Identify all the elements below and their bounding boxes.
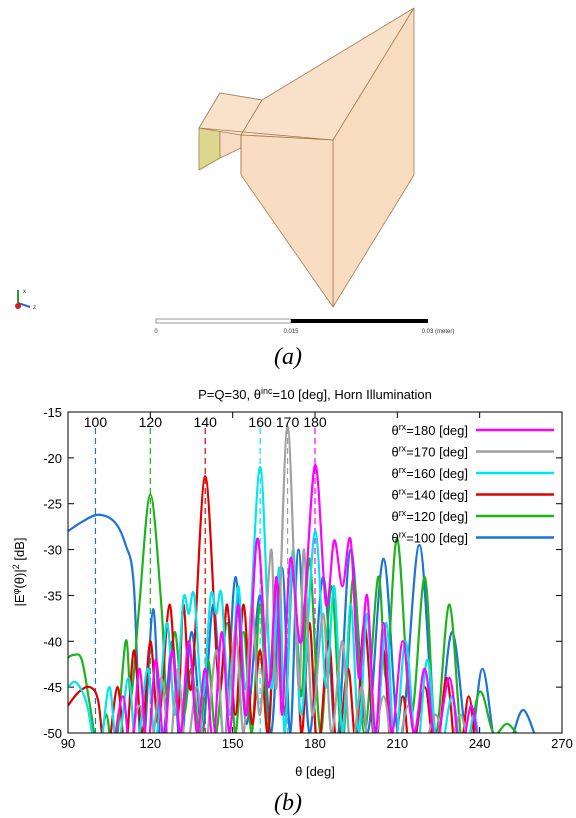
y-tick-label: -25 <box>43 497 62 512</box>
reference-label: 140 <box>194 414 218 430</box>
x-tick-label: 270 <box>551 736 573 751</box>
x-tick-label: 240 <box>469 736 491 751</box>
plot: 90 120 150 180 210 240 270 -50 -45 -40 -35 -30 -25 -2… <box>43 405 573 779</box>
horn-model <box>199 8 414 307</box>
scale-bar: 0 0.015 0.03 (meter) <box>154 319 454 335</box>
legend-label: θrx=100 [deg] <box>391 530 468 546</box>
legend-label: θrx=140 [deg] <box>391 487 468 503</box>
x-tick-label: 180 <box>304 736 326 751</box>
page: x z 0 0.015 0.03 (meter) (a) (b) P=Q=30,… <box>0 0 576 818</box>
chart-title: P=Q=30, θinc=10 [deg], Horn Illumination <box>198 386 432 402</box>
legend-label: θrx=170 [deg] <box>391 444 468 460</box>
y-axis-label: |Eφ(θ)|2 [dB] <box>11 538 27 607</box>
legend-label: θrx=160 [deg] <box>391 465 468 481</box>
y-tick-label: -15 <box>43 405 62 420</box>
x-tick-label: 120 <box>139 736 161 751</box>
figure: x z 0 0.015 0.03 (meter) (a) (b) P=Q=30,… <box>0 0 576 818</box>
triad-label: z <box>33 305 36 311</box>
legend-label: θrx=120 [deg] <box>391 508 468 524</box>
y-tick-label: -20 <box>43 451 62 466</box>
panel-label: (a) <box>274 344 302 370</box>
y-tick-label: -45 <box>43 680 62 695</box>
panel-label: (b) <box>274 790 302 816</box>
scale-label: 0.03 (meter) <box>422 329 455 335</box>
axis-triad: x z <box>15 289 36 311</box>
reference-label: 180 <box>303 414 327 430</box>
legend-label: θrx=180 [deg] <box>391 422 468 438</box>
horn-bottom <box>241 135 333 307</box>
x-axis-label: θ [deg] <box>295 764 335 779</box>
y-tick-label: -30 <box>43 543 62 558</box>
y-tick-label: -50 <box>43 726 62 741</box>
x-tick-label: 210 <box>386 736 408 751</box>
scale-label: 0.015 <box>283 329 299 335</box>
reference-label: 100 <box>84 414 108 430</box>
y-tick-label: -40 <box>43 634 62 649</box>
reference-label: 120 <box>139 414 163 430</box>
scale-label: 0 <box>154 329 158 335</box>
reference-label: 170 <box>276 414 300 430</box>
y-tick-label: -35 <box>43 588 62 603</box>
plot-area <box>68 427 540 779</box>
reference-label: 160 <box>248 414 272 430</box>
x-tick-label: 90 <box>61 736 75 751</box>
triad-label: x <box>23 289 26 295</box>
x-tick-label: 150 <box>222 736 244 751</box>
